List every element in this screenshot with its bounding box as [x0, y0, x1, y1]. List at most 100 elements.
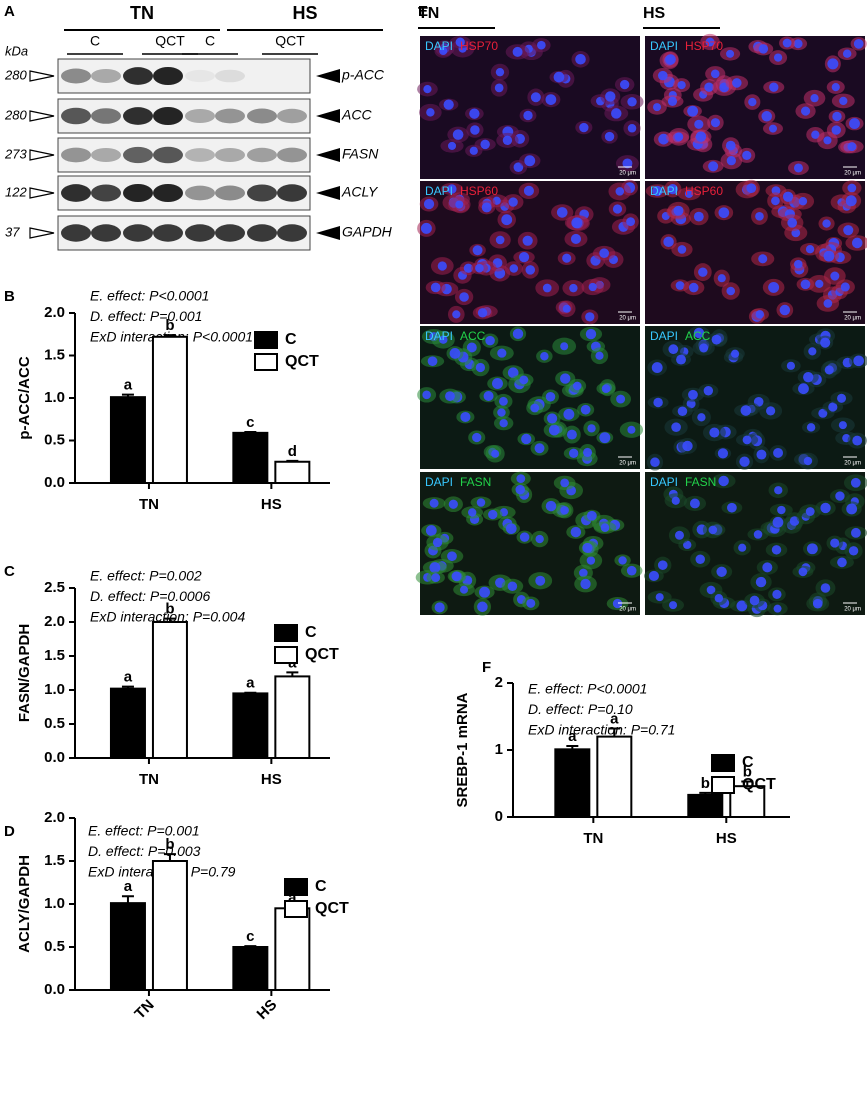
error-bar	[244, 945, 257, 948]
nucleus	[755, 310, 765, 319]
nucleus	[830, 538, 840, 548]
nucleus	[793, 163, 803, 173]
annotation: D. effect: P=0.0006	[90, 588, 210, 604]
blot-band	[277, 108, 307, 124]
nucleus	[509, 264, 519, 273]
nucleus	[732, 78, 742, 88]
nucleus	[494, 83, 504, 93]
nucleus	[850, 527, 861, 538]
error-bar	[741, 780, 754, 787]
legend-swatch	[274, 624, 298, 642]
legend-label: C	[305, 624, 317, 641]
error-bar	[121, 393, 134, 398]
nucleus	[824, 365, 834, 375]
nucleus	[748, 97, 757, 107]
protein-label: ACC	[341, 107, 372, 123]
size-label: 273	[4, 146, 27, 161]
nucleus	[831, 125, 841, 135]
bar	[232, 692, 269, 760]
nucleus	[823, 250, 835, 262]
panel-label: F	[482, 659, 491, 676]
nucleus	[537, 40, 546, 50]
nucleus	[851, 237, 863, 249]
significance-letter: a	[610, 711, 619, 728]
nucleus	[730, 349, 740, 358]
y-tick-label: 1.5	[44, 852, 65, 869]
nucleus	[563, 408, 575, 420]
nucleus	[556, 207, 568, 218]
marker-label: HSP60	[685, 184, 723, 198]
blot-band	[91, 224, 121, 242]
blot-band	[91, 68, 121, 84]
arrow	[316, 148, 340, 162]
x-tick-label: HS	[261, 496, 282, 513]
nucleus	[705, 37, 715, 47]
nucleus	[699, 343, 709, 353]
nucleus	[480, 139, 490, 150]
nucleus	[582, 542, 593, 553]
legend-label: C	[742, 754, 754, 771]
column-label: HS	[643, 5, 666, 22]
y-tick-label: 2	[495, 674, 503, 691]
nucleus	[545, 500, 557, 512]
nucleus	[843, 225, 854, 236]
nucleus	[599, 432, 611, 444]
nucleus	[761, 111, 772, 122]
nucleus	[756, 449, 767, 460]
nucleus	[820, 502, 831, 514]
arrow	[29, 110, 55, 122]
nucleus	[793, 259, 803, 269]
nucleus	[586, 556, 596, 565]
nucleus	[758, 44, 769, 54]
nucleus	[512, 328, 524, 340]
nucleus	[832, 111, 842, 122]
nucleus	[519, 375, 529, 385]
nucleus	[470, 125, 480, 135]
column-label: TN	[418, 5, 439, 22]
annotation: E. effect: P=0.002	[90, 568, 202, 584]
protein-label: ACLY	[341, 184, 379, 200]
nucleus	[472, 432, 482, 443]
nucleus	[570, 233, 582, 245]
nucleus	[516, 474, 526, 484]
nucleus	[616, 394, 626, 404]
nucleus	[469, 146, 478, 155]
nucleus	[842, 49, 852, 58]
nucleus	[519, 532, 530, 542]
significance-letter: a	[124, 878, 133, 895]
x-tick-label: HS	[261, 771, 282, 788]
nucleus	[515, 484, 525, 495]
nucleus	[805, 507, 815, 516]
legend-swatch	[254, 331, 278, 349]
nucleus	[688, 282, 699, 293]
nucleus	[706, 585, 716, 595]
nucleus	[803, 456, 813, 466]
bar	[109, 902, 146, 992]
y-tick-label: 2.0	[44, 809, 65, 826]
nucleus	[472, 245, 483, 256]
nucleus	[769, 82, 779, 92]
nucleus	[849, 118, 860, 129]
nucleus	[459, 292, 469, 302]
arrow	[29, 70, 55, 82]
significance-letter: b	[165, 601, 174, 618]
nucleus	[822, 219, 831, 228]
nucleus	[798, 197, 808, 206]
nucleus	[488, 509, 498, 520]
nucleus	[491, 378, 503, 390]
treatment-label: C	[90, 33, 100, 49]
nucleus	[479, 586, 491, 598]
blot-band	[123, 107, 153, 125]
significance-letter: c	[246, 928, 254, 945]
significance-letter: a	[568, 728, 577, 745]
size-label: 280	[4, 107, 27, 122]
nucleus	[475, 362, 486, 373]
significance-letter: a	[246, 675, 255, 692]
nucleus	[753, 530, 763, 539]
panel-label: B	[4, 288, 15, 305]
nucleus	[562, 253, 572, 263]
nucleus	[653, 397, 663, 408]
nucleus	[782, 191, 794, 202]
panel-label: D	[4, 823, 15, 840]
group-label: HS	[292, 3, 317, 23]
